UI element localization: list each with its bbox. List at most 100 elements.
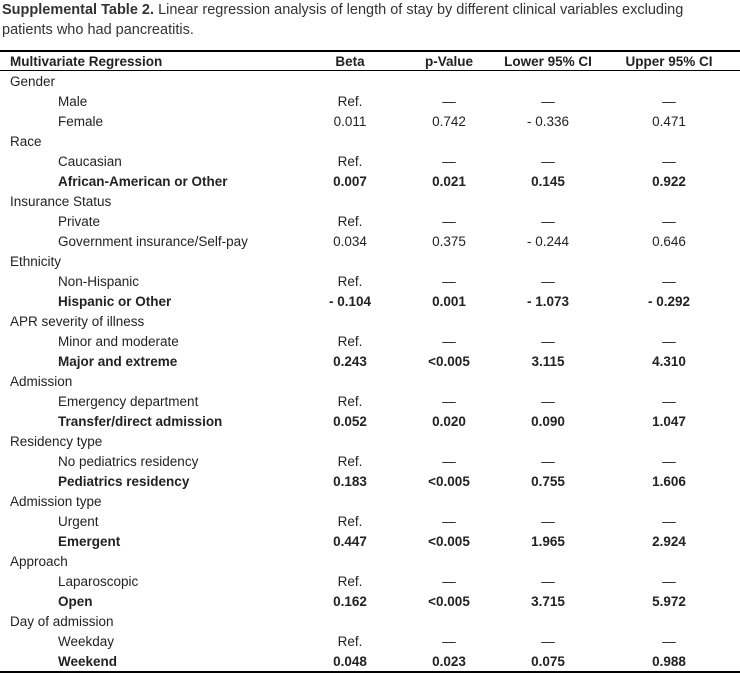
group-label: Ethnicity (10, 253, 62, 269)
group-row: Admission (0, 371, 740, 391)
data-row: Minor and moderate Ref. — — — (0, 331, 740, 351)
row-label: Emergency department (58, 393, 199, 409)
cell: 1.965 (531, 533, 565, 549)
group-row: Insurance Status (0, 191, 740, 211)
cell: — (662, 333, 676, 349)
group-label: Approach (10, 553, 68, 569)
cell: - 0.104 (328, 293, 372, 309)
cell: 0.001 (432, 293, 466, 309)
cell: 3.115 (531, 353, 565, 369)
cell: — (442, 333, 456, 349)
cell: 0.023 (432, 653, 466, 669)
cell: - 0.292 (647, 293, 691, 309)
group-label: Day of admission (10, 613, 114, 629)
cell: — (541, 453, 555, 469)
cell: 2.924 (652, 533, 686, 549)
group-label: Race (10, 133, 42, 149)
cell: Ref. (337, 453, 363, 469)
cell: — (442, 273, 456, 289)
cell: 0.742 (432, 113, 466, 129)
cell: 0.162 (333, 593, 367, 609)
data-row: Male Ref. — — — (0, 91, 740, 111)
data-row: Transfer/direct admission 0.052 0.020 0.090… (0, 411, 740, 431)
data-row: Weekend 0.048 0.023 0.075 0.988 (0, 651, 740, 672)
column-header: Lower 95% CI (504, 53, 592, 69)
cell: 0.183 (333, 473, 367, 489)
group-row: Approach (0, 551, 740, 571)
row-label: Hispanic or Other (58, 293, 172, 309)
cell: Ref. (337, 273, 363, 289)
cell: — (442, 453, 456, 469)
data-row: Weekday Ref. — — — (0, 631, 740, 651)
cell: — (541, 333, 555, 349)
cell: 1.606 (652, 473, 686, 489)
cell: - 1.073 (526, 293, 570, 309)
cell: 0.755 (531, 473, 565, 489)
row-label: African-American or Other (58, 173, 228, 189)
row-label: Major and extreme (58, 353, 178, 369)
group-label: Admission type (10, 493, 102, 509)
group-label: Insurance Status (10, 193, 112, 209)
data-row: Non-Hispanic Ref. — — — (0, 271, 740, 291)
cell: Ref. (337, 333, 363, 349)
group-label: Admission (10, 373, 73, 389)
cell: Ref. (337, 393, 363, 409)
row-label: Non-Hispanic (58, 273, 140, 289)
table-body: Gender Male Ref. — — — Female 0.011 0.742 - 0.336… (0, 71, 740, 672)
cell: 0.034 (333, 233, 367, 249)
cell: — (541, 513, 555, 529)
cell: 0.052 (333, 413, 367, 429)
cell: 3.715 (531, 593, 565, 609)
cell: — (442, 633, 456, 649)
cell: 0.021 (432, 173, 466, 189)
cell: — (442, 153, 456, 169)
cell: 0.075 (531, 653, 565, 669)
row-label: Transfer/direct admission (58, 413, 223, 429)
cell: — (662, 573, 676, 589)
group-row: Gender (0, 71, 740, 92)
cell: 0.471 (652, 113, 686, 129)
data-row: Urgent Ref. — — — (0, 511, 740, 531)
cell: 0.243 (333, 353, 367, 369)
group-label: Residency type (10, 433, 103, 449)
cell: — (662, 153, 676, 169)
column-header: p-Value (424, 53, 473, 69)
data-row: Female 0.011 0.742 - 0.336 0.471 (0, 111, 740, 131)
cell: <0.005 (428, 593, 470, 609)
data-row: Private Ref. — — — (0, 211, 740, 231)
data-row: No pediatrics residency Ref. — — — (0, 451, 740, 471)
cell: 0.090 (531, 413, 565, 429)
cell: — (662, 633, 676, 649)
cell: 4.310 (652, 353, 686, 369)
row-label: Pediatrics residency (58, 473, 190, 489)
cell: — (442, 573, 456, 589)
cell: 0.145 (531, 173, 565, 189)
cell: 0.020 (432, 413, 466, 429)
cell: — (541, 273, 555, 289)
cell: 1.047 (652, 413, 686, 429)
data-row: Open 0.162 <0.005 3.715 5.972 (0, 591, 740, 611)
data-row: Laparoscopic Ref. — — — (0, 571, 740, 591)
cell: — (442, 93, 456, 109)
column-header: Multivariate Regression (10, 53, 163, 69)
cell: — (662, 273, 676, 289)
cell: — (662, 393, 676, 409)
cell: — (442, 513, 456, 529)
group-row: Race (0, 131, 740, 151)
data-row: Emergent 0.447 <0.005 1.965 2.924 (0, 531, 740, 551)
group-label: APR severity of illness (10, 313, 145, 329)
cell: - 0.336 (526, 113, 570, 129)
cell: — (541, 633, 555, 649)
regression-table: Multivariate Regression Beta p-Value Lower … (0, 50, 740, 673)
row-label: Weekend (58, 653, 118, 669)
cell: — (662, 93, 676, 109)
cell: — (662, 453, 676, 469)
cell: <0.005 (428, 353, 470, 369)
cell: 0.011 (333, 113, 367, 129)
row-label: Weekday (58, 633, 115, 649)
group-row: Residency type (0, 431, 740, 451)
row-label: Male (58, 93, 88, 109)
row-label: Minor and moderate (58, 333, 179, 349)
data-row: Government insurance/Self-pay 0.034 0.375 -… (0, 231, 740, 251)
cell: <0.005 (428, 473, 470, 489)
